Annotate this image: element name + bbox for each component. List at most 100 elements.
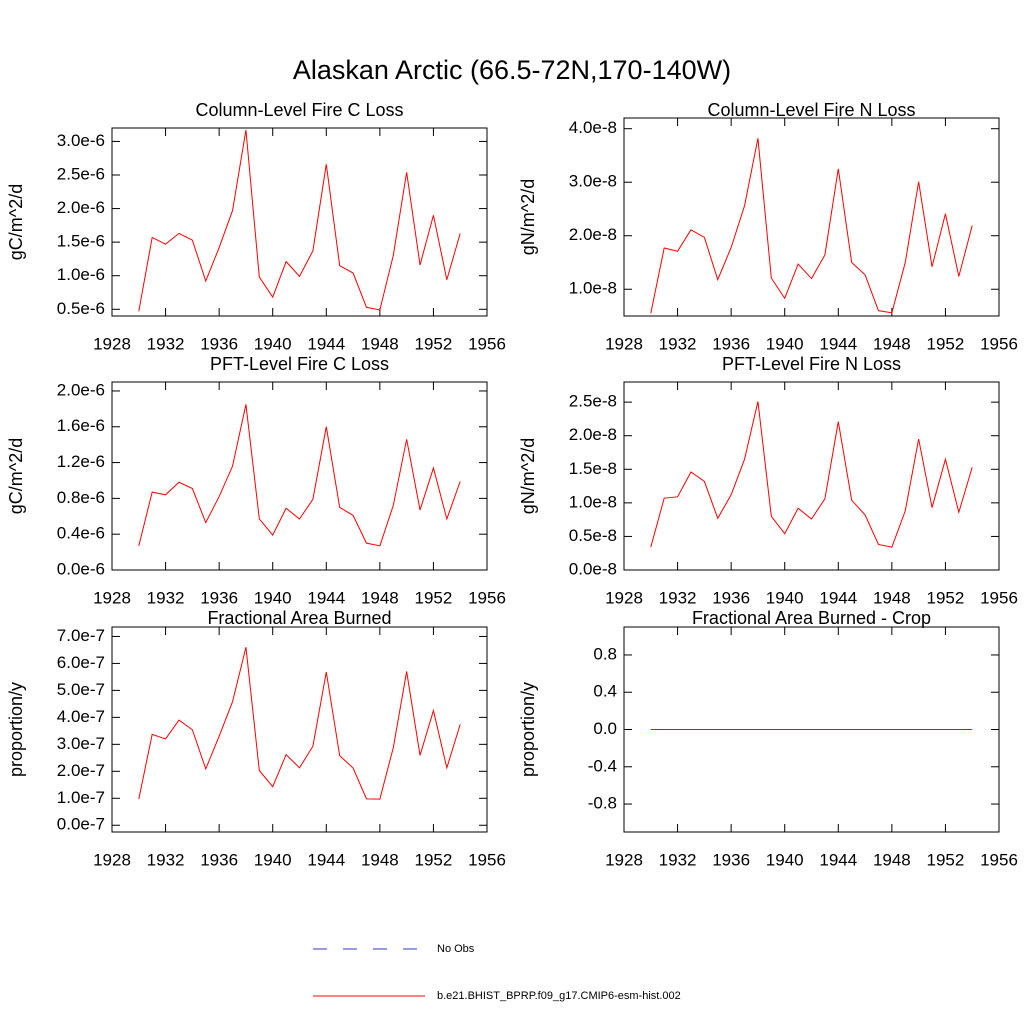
y-axis-label: gC/m^2/d	[6, 184, 26, 260]
plot-frame	[623, 381, 1000, 571]
x-tick-label: 1944	[819, 850, 857, 869]
y-tick-label: 0.0	[593, 719, 617, 738]
y-tick-label: -0.8	[588, 794, 617, 813]
x-tick-label: 1952	[415, 588, 453, 607]
x-tick-label: 1932	[147, 334, 185, 353]
y-axis-label: gC/m^2/d	[6, 438, 26, 514]
x-tick-label: 1940	[254, 334, 292, 353]
y-tick-label: 2.0e-7	[57, 761, 105, 780]
y-tick-label: -0.4	[588, 756, 617, 775]
y-tick-label: 2.5e-8	[569, 392, 617, 411]
x-tick-label: 1932	[147, 850, 185, 869]
figure-title: Alaskan Arctic (66.5-72N,170-140W)	[293, 55, 731, 85]
x-tick-label: 1932	[659, 850, 697, 869]
x-tick-label: 1948	[361, 850, 399, 869]
y-tick-label: 4.0e-7	[57, 707, 105, 726]
y-tick-label: 2.0e-8	[569, 225, 617, 244]
y-tick-label: 0.0e-6	[57, 559, 105, 578]
x-tick-label: 1936	[200, 588, 238, 607]
x-tick-label: 1948	[873, 334, 911, 353]
x-tick-label: 1944	[307, 334, 345, 353]
y-tick-label: 1.5e-8	[569, 459, 617, 478]
y-axis-label: gN/m^2/d	[518, 438, 538, 514]
y-tick-label: 2.0e-8	[569, 425, 617, 444]
x-tick-label: 1940	[766, 588, 804, 607]
y-tick-label: 2.0e-6	[57, 198, 105, 217]
x-tick-label: 1928	[93, 850, 131, 869]
y-tick-label: 1.6e-6	[57, 416, 105, 435]
x-tick-label: 1948	[361, 334, 399, 353]
data-line	[650, 138, 973, 314]
x-tick-label: 1928	[93, 334, 131, 353]
x-tick-label: 1940	[254, 588, 292, 607]
x-tick-label: 1932	[659, 334, 697, 353]
y-tick-label: 1.0e-7	[57, 788, 105, 807]
y-tick-label: 3.0e-7	[57, 734, 105, 753]
y-tick-label: 2.0e-6	[57, 380, 105, 399]
x-tick-label: 1952	[415, 334, 453, 353]
data-line	[138, 647, 461, 800]
panel-title: Column-Level Fire N Loss	[707, 100, 915, 120]
legend-label: No Obs	[437, 943, 475, 955]
x-tick-label: 1956	[468, 850, 506, 869]
x-tick-label: 1944	[307, 588, 345, 607]
panel-title: Column-Level Fire C Loss	[195, 100, 403, 120]
data-line	[138, 129, 461, 312]
plot-frame	[111, 381, 488, 571]
y-tick-label: 0.5e-8	[569, 526, 617, 545]
x-tick-label: 1952	[415, 850, 453, 869]
y-tick-label: 1.5e-6	[57, 232, 105, 251]
x-tick-label: 1944	[307, 850, 345, 869]
y-tick-label: 0.0e-8	[569, 559, 617, 578]
x-tick-label: 1936	[200, 850, 238, 869]
plot-frame	[623, 117, 1000, 317]
y-tick-label: 0.8	[593, 644, 617, 663]
y-tick-label: 0.5e-6	[57, 299, 105, 318]
y-tick-label: 2.5e-6	[57, 164, 105, 183]
x-tick-label: 1940	[766, 334, 804, 353]
x-tick-label: 1940	[766, 850, 804, 869]
y-tick-label: 7.0e-7	[57, 626, 105, 645]
x-tick-label: 1956	[980, 850, 1018, 869]
x-tick-label: 1956	[980, 334, 1018, 353]
legend-label: b.e21.BHIST_BPRP.f09_g17.CMIP6-esm-hist.…	[437, 990, 681, 1002]
x-tick-label: 1928	[93, 588, 131, 607]
x-tick-label: 1952	[927, 588, 965, 607]
x-tick-label: 1940	[254, 850, 292, 869]
x-tick-label: 1948	[873, 850, 911, 869]
x-tick-label: 1944	[819, 588, 857, 607]
x-tick-label: 1932	[147, 588, 185, 607]
x-tick-label: 1956	[468, 588, 506, 607]
x-tick-label: 1928	[605, 334, 643, 353]
x-tick-label: 1932	[659, 588, 697, 607]
y-tick-label: 0.4	[593, 682, 617, 701]
x-tick-label: 1952	[927, 850, 965, 869]
x-tick-label: 1928	[605, 588, 643, 607]
x-tick-label: 1936	[712, 588, 750, 607]
y-axis-label: gN/m^2/d	[518, 179, 538, 255]
y-tick-label: 0.8e-6	[57, 488, 105, 507]
x-tick-label: 1944	[819, 334, 857, 353]
y-tick-label: 1.2e-6	[57, 452, 105, 471]
y-tick-label: 4.0e-8	[569, 118, 617, 137]
x-tick-label: 1936	[712, 334, 750, 353]
panel-title: Fractional Area Burned - Crop	[692, 608, 931, 628]
y-tick-label: 5.0e-7	[57, 680, 105, 699]
x-tick-label: 1952	[927, 334, 965, 353]
x-tick-label: 1956	[980, 588, 1018, 607]
x-tick-label: 1936	[712, 850, 750, 869]
y-tick-label: 1.0e-6	[57, 265, 105, 284]
y-axis-label: proportion/y	[6, 682, 26, 777]
y-tick-label: 3.0e-6	[57, 131, 105, 150]
y-tick-label: 1.0e-8	[569, 279, 617, 298]
data-line	[650, 401, 973, 548]
panel-title: Fractional Area Burned	[207, 608, 391, 628]
x-tick-label: 1936	[200, 334, 238, 353]
y-tick-label: 6.0e-7	[57, 653, 105, 672]
x-tick-label: 1948	[873, 588, 911, 607]
x-tick-label: 1928	[605, 850, 643, 869]
y-tick-label: 0.4e-6	[57, 524, 105, 543]
data-line	[138, 404, 461, 547]
plot-frame	[111, 626, 488, 833]
panel-title: PFT-Level Fire C Loss	[210, 354, 389, 374]
